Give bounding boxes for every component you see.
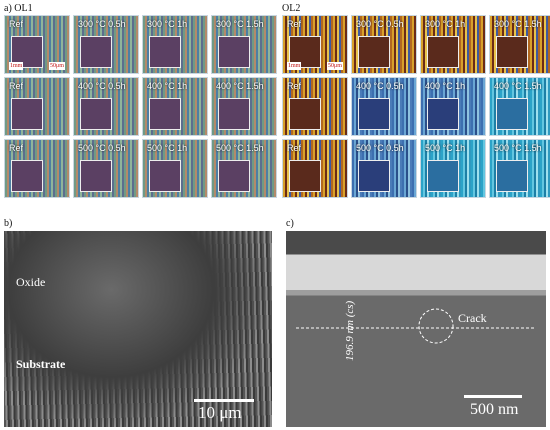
sample-swatch (11, 160, 43, 192)
sem-image-b: Oxide Substrate 10 μm (4, 231, 272, 427)
ol1-cell: 300 °C 1h (142, 15, 208, 74)
ol1-grid: Ref 1mm 50μm 300 °C 0.5h 300 °C 1h 300 °… (4, 15, 277, 198)
panel-a-label: a) OL1 (4, 3, 33, 14)
ol2-cell: 400 °C 1h (420, 77, 486, 136)
ol1-cell: 500 °C 0.5h (73, 139, 139, 198)
sample-swatch (11, 98, 43, 130)
sample-swatch (80, 36, 112, 68)
ol1-cell: 300 °C 0.5h (73, 15, 139, 74)
panel-a2-label: OL2 (282, 3, 301, 14)
oxide-label: Oxide (16, 275, 46, 289)
sample-swatch (358, 98, 390, 130)
sample-swatch (218, 98, 250, 130)
ol1-cell: Ref 1mm 50μm (4, 15, 70, 74)
sample-swatch (427, 98, 459, 130)
ol1-cell: 500 °C 1.5h (211, 139, 277, 198)
ol2-grid: Ref 1mm 50μm 300 °C 0.5h 300 °C 1h 300 °… (282, 15, 550, 198)
ol2-cell: 300 °C 1h (420, 15, 486, 74)
crack-label: Crack (458, 311, 487, 325)
sample-swatch (218, 36, 250, 68)
sample-swatch (289, 160, 321, 192)
sample-swatch (149, 36, 181, 68)
ol1-cell: 500 °C 1h (142, 139, 208, 198)
sample-swatch (427, 36, 459, 68)
ol1-cell: 400 °C 1h (142, 77, 208, 136)
sample-swatch (149, 98, 181, 130)
scale-1mm: 1mm (9, 62, 24, 70)
sample-swatch (80, 98, 112, 130)
ol2-cell: 500 °C 1h (420, 139, 486, 198)
ol2-cell: 400 °C 0.5h (351, 77, 417, 136)
sem-image-c: Crack 196.9 nm (cs) 500 nm (286, 231, 546, 427)
ol2-cell: 300 °C 0.5h (351, 15, 417, 74)
ol1-cell: Ref (4, 77, 70, 136)
sample-swatch (289, 98, 321, 130)
scalebar-c (464, 395, 522, 398)
sample-swatch (496, 160, 528, 192)
sample-swatch (496, 36, 528, 68)
ol2-cell: Ref (282, 139, 348, 198)
thickness-label: 196.9 nm (cs) (344, 300, 356, 361)
ol2-cell: Ref (282, 77, 348, 136)
sample-swatch (358, 36, 390, 68)
ol1-cell: 400 °C 0.5h (73, 77, 139, 136)
ol2-cell: 500 °C 1.5h (489, 139, 550, 198)
ol2-cell: 400 °C 1.5h (489, 77, 550, 136)
substrate-label: Substrate (16, 357, 66, 371)
sample-swatch (149, 160, 181, 192)
ol1-cell: 300 °C 1.5h (211, 15, 277, 74)
ol2-cell: 500 °C 0.5h (351, 139, 417, 198)
sample-swatch (218, 160, 250, 192)
scale-50um: 50μm (327, 62, 343, 70)
crack-overlay (296, 308, 536, 344)
scale-1mm: 1mm (287, 62, 302, 70)
sample-swatch (427, 160, 459, 192)
ol2-cell: Ref 1mm 50μm (282, 15, 348, 74)
scale-label-c: 500 nm (470, 401, 519, 418)
panel-b-label: b) (4, 218, 13, 229)
scale-label-b: 10 μm (198, 403, 242, 422)
scale-50um: 50μm (49, 62, 65, 70)
scalebar-b (194, 399, 254, 402)
sample-swatch (80, 160, 112, 192)
ol1-cell: 400 °C 1.5h (211, 77, 277, 136)
sample-swatch (358, 160, 390, 192)
ol1-cell: Ref (4, 139, 70, 198)
sample-swatch (496, 98, 528, 130)
panel-c-label: c) (286, 218, 294, 229)
ol2-cell: 300 °C 1.5h (489, 15, 550, 74)
